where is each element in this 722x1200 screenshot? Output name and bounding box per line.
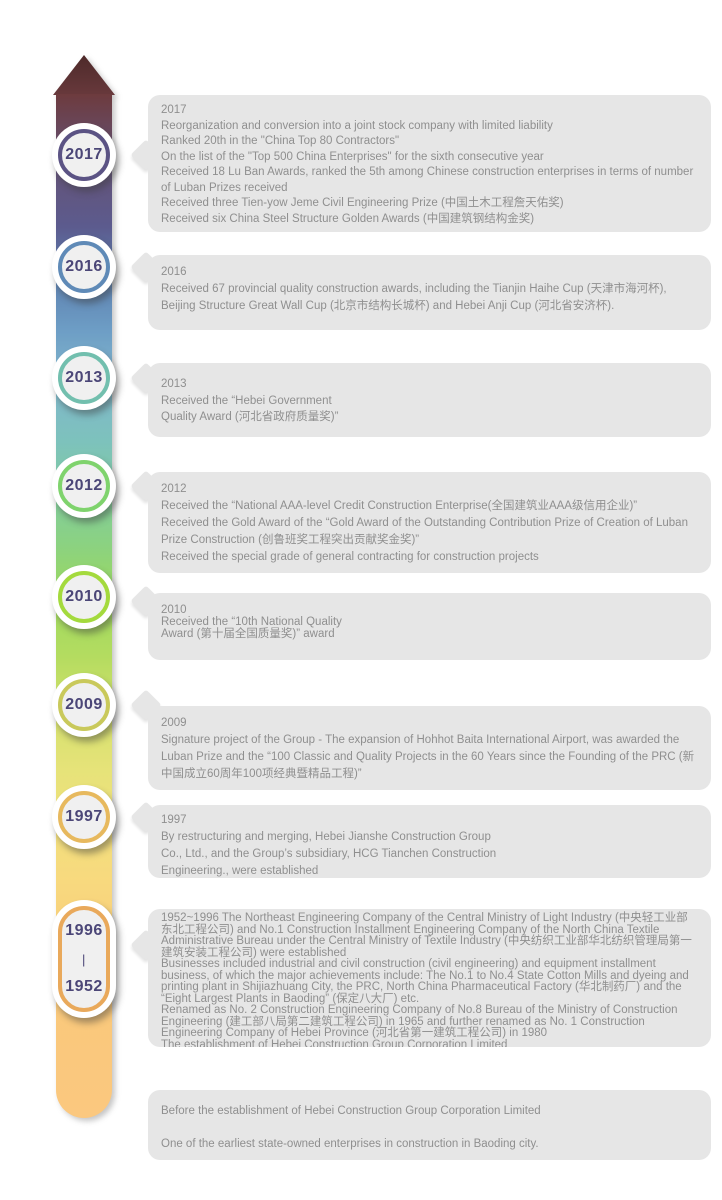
year-badge-2017: 2017	[52, 123, 116, 187]
ribbon-arrowhead-icon	[53, 55, 115, 95]
milestone-box-1952-1996: 1952~1996 The Northeast Engineering Comp…	[148, 909, 711, 1047]
year-badge-2013: 2013	[52, 346, 116, 410]
milestone-text: Received the “10th National Quality	[161, 616, 342, 628]
year-badge-2009: 2009	[52, 673, 116, 737]
milestone-text: By restructuring and merging, Hebei Jian…	[161, 831, 491, 843]
year-range-divider: |	[82, 951, 86, 967]
milestone-box-2009: 2009 Signature project of the Group - Th…	[148, 706, 711, 790]
milestone-text: Received six China Steel Structure Golde…	[161, 212, 535, 225]
footer-text: Before the establishment of Hebei Constr…	[161, 1105, 541, 1117]
year-top: 1996	[65, 922, 103, 940]
milestone-box-1997: 1997 By restructuring and merging, Hebei…	[148, 805, 711, 878]
milestone-text: Signature project of the Group - The exp…	[161, 734, 695, 780]
year-badge-2012: 2012	[52, 454, 116, 518]
year-badge-1996-1952: 1996 | 1952	[52, 900, 116, 1018]
year-badge-1997: 1997	[52, 785, 116, 849]
milestone-box-2017: 2017 Reorganization and conversion into …	[148, 95, 711, 232]
year-badge-label: 1997	[58, 791, 110, 843]
year-bottom: 1952	[65, 977, 103, 995]
milestone-text: On the list of the "Top 500 China Enterp…	[161, 150, 544, 163]
milestone-box-2012: 2012 Received the “National AAA-level Cr…	[148, 472, 711, 573]
milestone-text: Received three Tien-yow Jeme Civil Engin…	[161, 197, 564, 209]
milestone-text: Received the special grade of general co…	[161, 551, 539, 563]
milestone-year-heading: 1997	[161, 814, 187, 826]
year-badge-label: 2009	[58, 679, 110, 731]
milestone-text: Businesses included industrial and civil…	[161, 958, 689, 1005]
year-badge-label: 2013	[58, 352, 110, 404]
year-badge-label: 2010	[58, 571, 110, 623]
milestone-text: Ranked 20th in the "China Top 80 Contrac…	[161, 135, 400, 147]
milestone-text: Co., Ltd., and the Group’s subsidiary, H…	[161, 848, 497, 860]
milestone-year-heading: 2012	[161, 483, 187, 495]
year-badge-2010: 2010	[52, 565, 116, 629]
pre-establishment-box: Before the establishment of Hebei Constr…	[148, 1090, 711, 1160]
milestone-text: Renamed as No. 2 Construction Engineerin…	[161, 1004, 678, 1039]
milestone-text: 1952~1996 The Northeast Engineering Comp…	[161, 912, 692, 959]
milestone-year-heading: 2016	[161, 266, 187, 278]
year-badge-2016: 2016	[52, 235, 116, 299]
milestone-year-heading: 2013	[161, 378, 187, 390]
milestone-text: Reorganization and conversion into a joi…	[161, 119, 553, 132]
milestone-box-2013: 2013 Received the “Hebei Government Qual…	[148, 363, 711, 437]
milestone-text: Received the Gold Award of the “Gold Awa…	[161, 517, 688, 546]
milestone-box-2010: 2010 Received the “10th National Quality…	[148, 593, 711, 660]
milestone-text: The establishment of Hebei Construction …	[161, 1038, 508, 1047]
footer-text: One of the earliest state-owned enterpri…	[161, 1138, 539, 1150]
milestone-year-heading: 2017	[161, 104, 187, 116]
milestone-year-heading: 2009	[161, 717, 187, 729]
milestone-text: Quality Award (河北省政府质量奖)”	[161, 411, 339, 423]
year-badge-label: 2016	[58, 241, 110, 293]
milestone-text: Engineering., were established	[161, 865, 319, 877]
year-badge-label: 1996 | 1952	[58, 906, 110, 1012]
milestone-text: Received the “Hebei Government	[161, 394, 332, 407]
year-badge-label: 2012	[58, 460, 110, 512]
milestone-text: Received the “National AAA-level Credit …	[161, 500, 638, 512]
year-badge-label: 2017	[58, 129, 110, 181]
milestone-text: Received 18 Lu Ban Awards, ranked the 5t…	[161, 166, 694, 194]
milestone-text: Received 67 provincial quality construct…	[161, 283, 667, 312]
milestone-box-2016: 2016 Received 67 provincial quality cons…	[148, 255, 711, 330]
milestone-year-heading: 2010	[161, 604, 187, 616]
milestone-text: Award (第十届全国质量奖)” award	[161, 628, 335, 640]
